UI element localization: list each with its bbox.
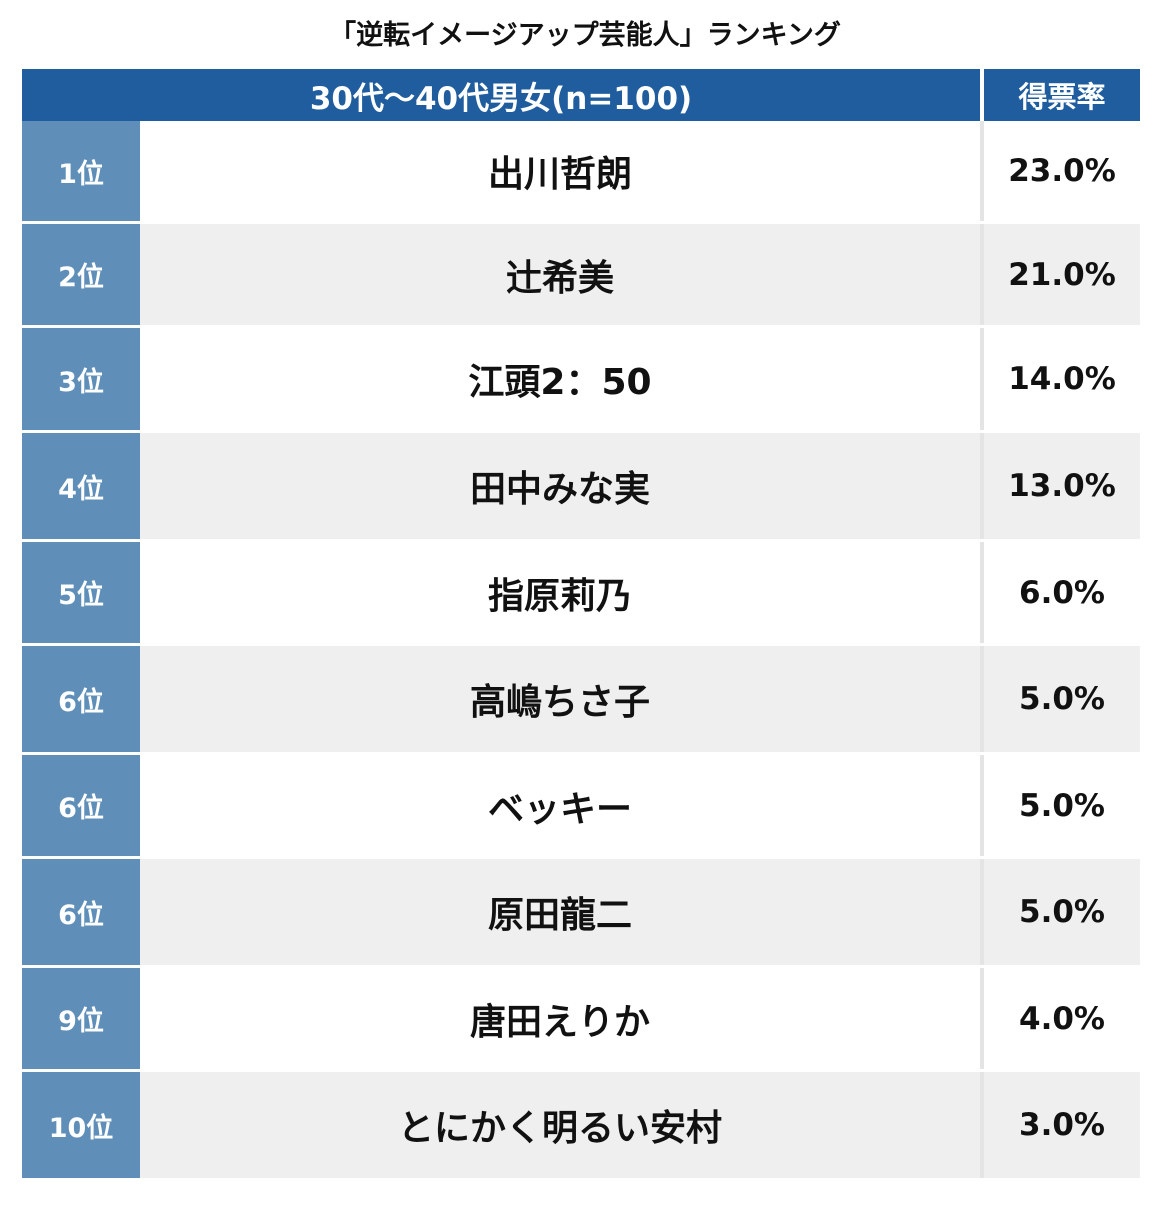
column-divider [980, 755, 984, 856]
vote-rate-cell: 3.0% [984, 1072, 1140, 1178]
vote-rate-cell: 4.0% [984, 968, 1140, 1069]
vote-rate-cell: 14.0% [984, 328, 1140, 430]
table-row: 5位 指原莉乃 6.0% [22, 539, 1140, 643]
rank-cell: 9位 [22, 968, 140, 1069]
ranking-table: 30代〜40代男女(n=100) 得票率 1位 出川哲朗 23.0% 2位 辻希美 21.… [22, 69, 1140, 1178]
header-group-label: 30代〜40代男女(n=100) [22, 69, 980, 121]
column-divider [980, 433, 984, 539]
table-row: 10位 とにかく明るい安村 3.0% [22, 1069, 1140, 1178]
celebrity-name-cell: 指原莉乃 [140, 542, 980, 643]
rank-cell: 6位 [22, 755, 140, 856]
celebrity-name-cell: 唐田えりか [140, 968, 980, 1069]
table-row: 3位 江頭2：50 14.0% [22, 325, 1140, 430]
rank-cell: 2位 [22, 224, 140, 325]
column-divider [980, 224, 984, 325]
table-row: 6位 原田龍二 5.0% [22, 856, 1140, 965]
column-divider [980, 542, 984, 643]
header-rate-label: 得票率 [984, 69, 1140, 121]
rank-cell: 3位 [22, 328, 140, 430]
page-title: 「逆転イメージアップ芸能人」ランキング [329, 20, 841, 51]
vote-rate-cell: 13.0% [984, 433, 1140, 539]
column-divider [980, 646, 984, 752]
table-row: 2位 辻希美 21.0% [22, 221, 1140, 325]
rank-cell: 4位 [22, 433, 140, 539]
celebrity-name-cell: 出川哲朗 [140, 121, 980, 221]
column-divider [980, 968, 984, 1069]
celebrity-name-cell: 辻希美 [140, 224, 980, 325]
vote-rate-cell: 23.0% [984, 121, 1140, 221]
rank-cell: 6位 [22, 859, 140, 965]
header-divider [980, 69, 984, 121]
vote-rate-cell: 5.0% [984, 646, 1140, 752]
rank-cell: 10位 [22, 1072, 140, 1178]
vote-rate-cell: 5.0% [984, 755, 1140, 856]
table-row: 9位 唐田えりか 4.0% [22, 965, 1140, 1069]
column-divider [980, 328, 984, 430]
celebrity-name-cell: 江頭2：50 [140, 328, 980, 430]
table-row: 1位 出川哲朗 23.0% [22, 121, 1140, 221]
rank-cell: 6位 [22, 646, 140, 752]
table-row: 6位 高嶋ちさ子 5.0% [22, 643, 1140, 752]
column-divider [980, 1072, 984, 1178]
column-divider [980, 859, 984, 965]
celebrity-name-cell: 田中みな実 [140, 433, 980, 539]
table-header: 30代〜40代男女(n=100) 得票率 [22, 69, 1140, 121]
column-divider [980, 121, 984, 221]
rank-cell: 5位 [22, 542, 140, 643]
celebrity-name-cell: ベッキー [140, 755, 980, 856]
vote-rate-cell: 6.0% [984, 542, 1140, 643]
celebrity-name-cell: 原田龍二 [140, 859, 980, 965]
celebrity-name-cell: 高嶋ちさ子 [140, 646, 980, 752]
celebrity-name-cell: とにかく明るい安村 [140, 1072, 980, 1178]
vote-rate-cell: 5.0% [984, 859, 1140, 965]
table-row: 4位 田中みな実 13.0% [22, 430, 1140, 539]
rank-cell: 1位 [22, 121, 140, 221]
vote-rate-cell: 21.0% [984, 224, 1140, 325]
table-body: 1位 出川哲朗 23.0% 2位 辻希美 21.0% 3位 江頭2：50 14.0% 4位 田中みな… [22, 121, 1140, 1178]
table-row: 6位 ベッキー 5.0% [22, 752, 1140, 856]
